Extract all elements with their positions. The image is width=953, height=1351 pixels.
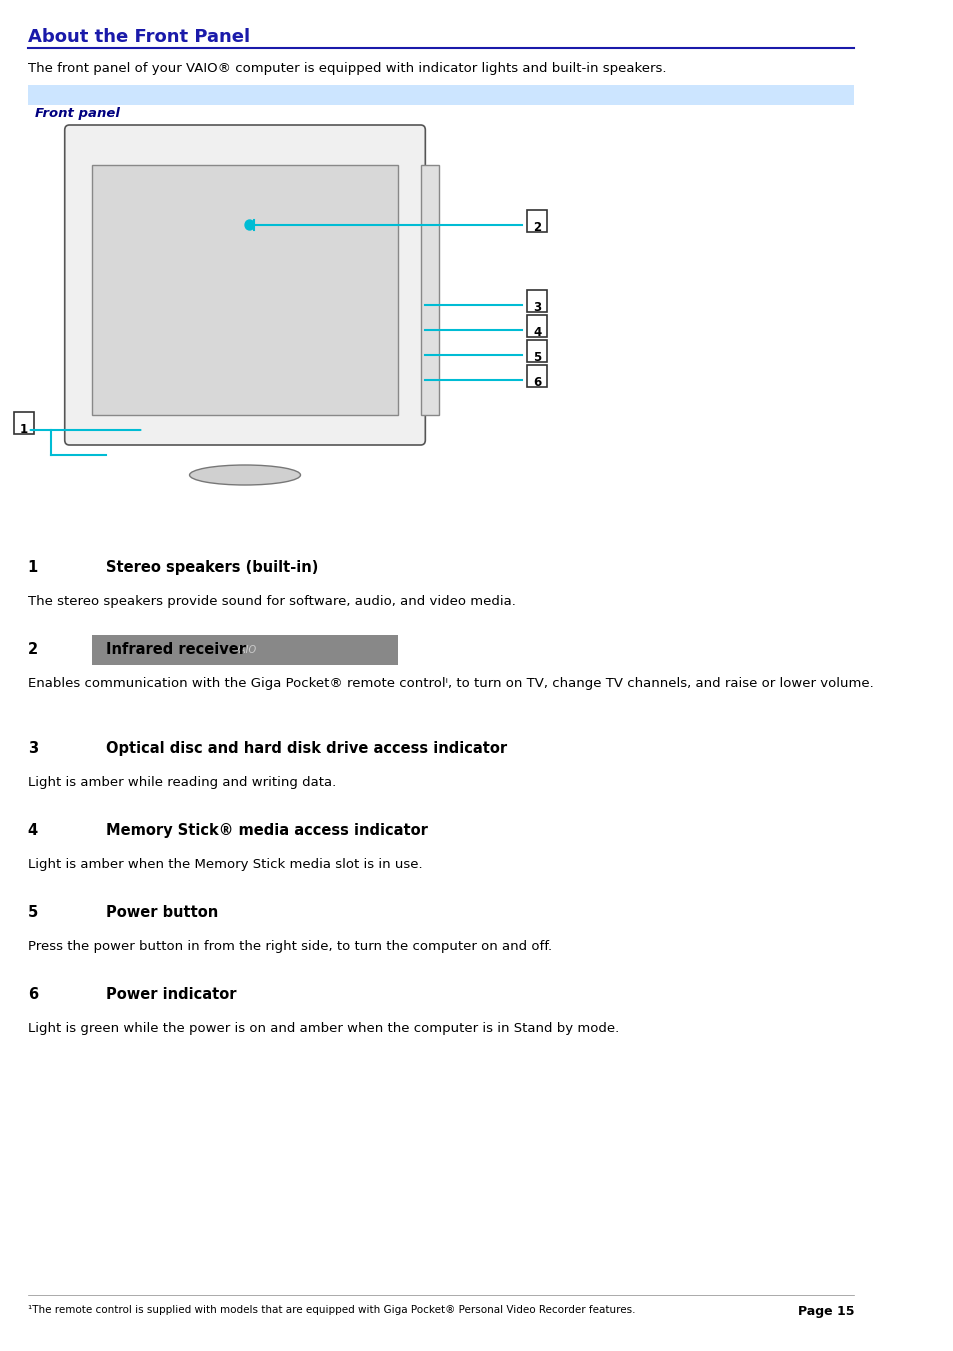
Text: ¹The remote control is supplied with models that are equipped with Giga Pocket® : ¹The remote control is supplied with mod… bbox=[28, 1305, 635, 1315]
Text: Enables communication with the Giga Pocket® remote controlⁱ, to turn on TV, chan: Enables communication with the Giga Pock… bbox=[28, 677, 873, 690]
Text: Stereo speakers (built-in): Stereo speakers (built-in) bbox=[106, 561, 318, 576]
Bar bbox=[92, 165, 397, 415]
Text: 1: 1 bbox=[20, 423, 28, 436]
Bar bbox=[420, 165, 438, 415]
Text: 5: 5 bbox=[533, 351, 540, 363]
Text: Page 15: Page 15 bbox=[797, 1305, 854, 1319]
Text: Infrared receiver: Infrared receiver bbox=[106, 642, 246, 657]
Text: The stereo speakers provide sound for software, audio, and video media.: The stereo speakers provide sound for so… bbox=[28, 594, 515, 608]
Text: Light is amber when the Memory Stick media slot is in use.: Light is amber when the Memory Stick med… bbox=[28, 858, 422, 871]
Text: Light is green while the power is on and amber when the computer is in Stand by : Light is green while the power is on and… bbox=[28, 1021, 618, 1035]
Text: 2: 2 bbox=[533, 222, 540, 234]
Bar bbox=[14, 412, 34, 434]
Bar bbox=[526, 365, 547, 386]
Text: About the Front Panel: About the Front Panel bbox=[28, 28, 250, 46]
Text: VAIO: VAIO bbox=[233, 644, 256, 655]
Text: 3: 3 bbox=[28, 740, 38, 757]
Text: 4: 4 bbox=[533, 326, 540, 339]
Text: 6: 6 bbox=[533, 376, 540, 389]
Bar bbox=[526, 209, 547, 232]
Text: Light is amber while reading and writing data.: Light is amber while reading and writing… bbox=[28, 775, 335, 789]
Text: The front panel of your VAIO® computer is equipped with indicator lights and bui: The front panel of your VAIO® computer i… bbox=[28, 62, 665, 76]
Text: Power indicator: Power indicator bbox=[106, 988, 236, 1002]
Text: 1: 1 bbox=[28, 561, 38, 576]
Text: 4: 4 bbox=[28, 823, 38, 838]
Text: Press the power button in from the right side, to turn the computer on and off.: Press the power button in from the right… bbox=[28, 940, 551, 952]
Bar bbox=[526, 340, 547, 362]
Text: 5: 5 bbox=[28, 905, 38, 920]
Text: 3: 3 bbox=[533, 301, 540, 313]
Bar bbox=[28, 85, 854, 105]
FancyBboxPatch shape bbox=[65, 126, 425, 444]
Bar bbox=[92, 635, 397, 665]
Bar bbox=[526, 315, 547, 336]
Bar bbox=[526, 290, 547, 312]
Text: Power button: Power button bbox=[106, 905, 218, 920]
Text: Memory Stick® media access indicator: Memory Stick® media access indicator bbox=[106, 823, 428, 838]
Text: 6: 6 bbox=[28, 988, 38, 1002]
Text: Front panel: Front panel bbox=[35, 107, 120, 120]
Text: Optical disc and hard disk drive access indicator: Optical disc and hard disk drive access … bbox=[106, 740, 507, 757]
Text: 2: 2 bbox=[28, 642, 38, 657]
Ellipse shape bbox=[190, 465, 300, 485]
Circle shape bbox=[245, 220, 254, 230]
